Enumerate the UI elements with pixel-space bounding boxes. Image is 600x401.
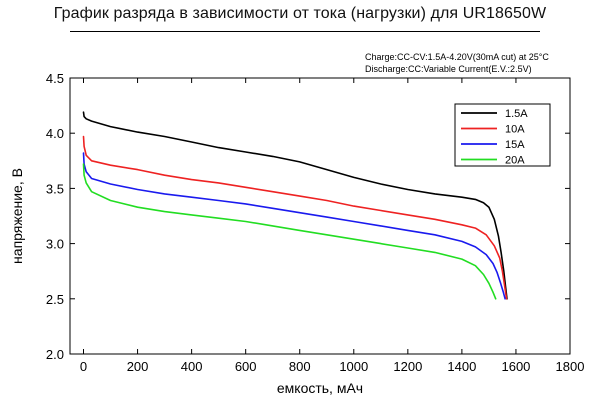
- x-tick-label: 1400: [447, 359, 476, 374]
- y-axis-label: напряжение, В: [9, 168, 25, 264]
- y-tick-label: 3.5: [46, 181, 64, 196]
- x-tick-label: 400: [181, 359, 203, 374]
- legend-label: 10A: [505, 124, 525, 136]
- plot-frame: [69, 77, 571, 355]
- x-tick-label: 800: [289, 359, 311, 374]
- y-tick-label: 2.0: [46, 347, 64, 362]
- charge-condition-note: Charge:CC-CV:1.5A-4.20V(30mA cut) at 25°…: [365, 52, 549, 62]
- legend-label: 15A: [505, 139, 525, 151]
- x-tick-label: 600: [235, 359, 257, 374]
- series-line-1-5a: [82, 111, 508, 300]
- y-tick-label: 2.5: [46, 292, 64, 307]
- x-tick-label: 1000: [339, 359, 368, 374]
- discharge-condition-note: Discharge:CC:Variable Current(E.V.:2.5V): [365, 64, 532, 74]
- series-lines: [82, 111, 508, 300]
- y-axis: 2.0 2.5 3.0 3.5 4.0 4.5: [46, 71, 570, 362]
- x-tick-label: 1600: [501, 359, 530, 374]
- y-tick-label: 4.0: [46, 126, 64, 141]
- series-line-10a: [82, 135, 508, 300]
- x-tick-label: 0: [80, 359, 87, 374]
- legend-label: 20A: [505, 155, 525, 167]
- x-tick-label: 1200: [393, 359, 422, 374]
- legend-label: 1.5A: [505, 108, 528, 120]
- legend-box: [454, 103, 551, 167]
- y-tick-label: 4.5: [46, 71, 64, 86]
- legend: 1.5A 10A 15A 20A: [454, 103, 551, 167]
- series-line-20a: [82, 163, 497, 300]
- x-axis-label: емкость, мАч: [277, 380, 363, 396]
- x-tick-label: 1800: [556, 359, 585, 374]
- title-underline: [70, 31, 540, 32]
- chart-title: График разряда в зависимости от тока (на…: [53, 5, 547, 22]
- y-tick-label: 3.0: [46, 237, 64, 252]
- x-axis: 0 200 400 600 800 1000 1200 1400 1600 1800: [80, 78, 585, 374]
- series-line-15a: [82, 152, 506, 300]
- x-tick-label: 200: [127, 359, 149, 374]
